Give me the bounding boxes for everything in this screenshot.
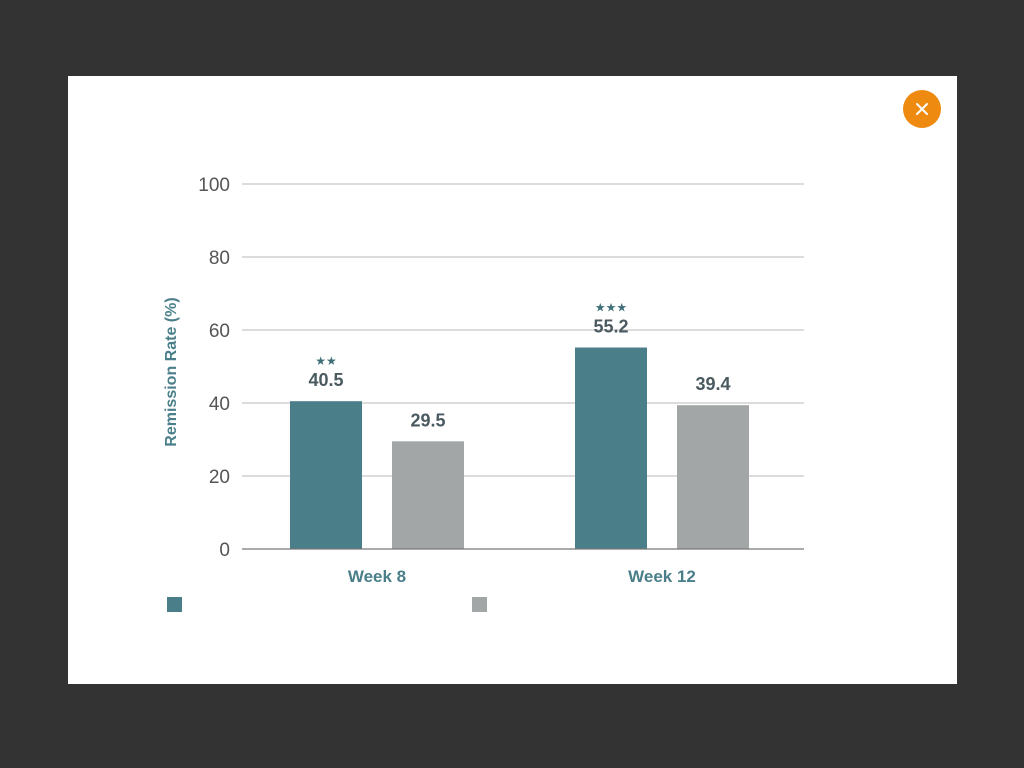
x-category-label: Week 8 (348, 567, 406, 586)
y-axis-label: Remission Rate (%) (163, 297, 180, 446)
bars (290, 347, 749, 549)
y-tick-label: 0 (219, 540, 230, 561)
close-icon (916, 103, 928, 115)
chart-modal: 0 20 40 60 80 100 Remission Rate (%) 40.5 ★★ 29… (68, 76, 957, 684)
y-axis-ticks: 0 20 40 60 80 100 (198, 175, 230, 561)
data-label: 40.5 (308, 370, 343, 390)
significance-marker: ★★★ (595, 301, 627, 315)
x-category-label: Week 12 (628, 567, 696, 586)
bar-week-12-series-2 (677, 405, 749, 549)
y-tick-label: 20 (209, 467, 230, 488)
bar-week-8-series-1 (290, 401, 362, 549)
bar-chart: 0 20 40 60 80 100 Remission Rate (%) 40.5 ★★ 29… (163, 175, 804, 586)
close-button[interactable] (903, 90, 941, 128)
significance-marker: ★★ (315, 354, 337, 368)
y-tick-label: 80 (209, 248, 230, 269)
legend-swatch-series-1 (167, 597, 182, 612)
data-labels: 40.5 ★★ 29.5 55.2 ★★★ 39.4 (308, 301, 730, 431)
bar-week-8-series-2 (392, 441, 464, 549)
data-label: 55.2 (593, 317, 628, 337)
data-label: 39.4 (695, 374, 730, 394)
data-label: 29.5 (410, 410, 445, 430)
legend-swatch-series-2 (472, 597, 487, 612)
y-tick-label: 40 (209, 394, 230, 415)
bar-week-12-series-1 (575, 347, 647, 549)
y-tick-label: 100 (198, 175, 230, 196)
x-axis-categories: Week 8 Week 12 (348, 567, 696, 586)
y-tick-label: 60 (209, 321, 230, 342)
